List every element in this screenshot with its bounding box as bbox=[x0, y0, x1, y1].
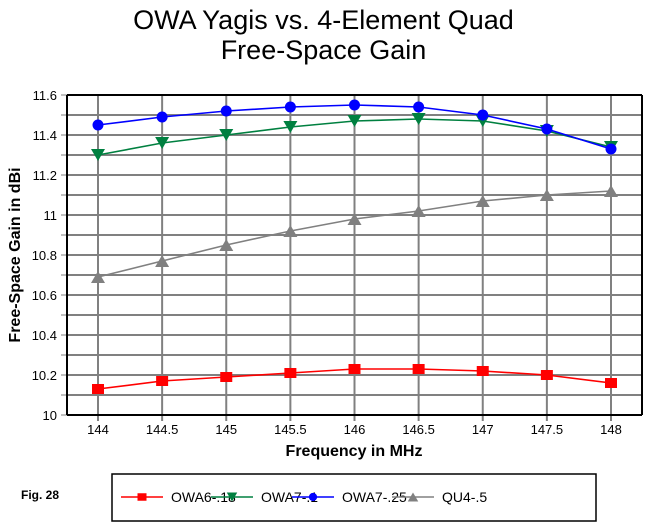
data-point bbox=[349, 99, 360, 111]
chart-subtitle: Free-Space Gain bbox=[220, 35, 427, 65]
x-tick-label: 146 bbox=[344, 422, 366, 437]
legend-entry: QU4-.5 bbox=[392, 489, 487, 505]
data-point bbox=[283, 225, 298, 237]
data-point bbox=[91, 149, 105, 161]
legend-box bbox=[111, 473, 597, 522]
x-tick-label: 145.5 bbox=[274, 422, 307, 437]
x-tick-label: 144.5 bbox=[146, 422, 179, 437]
y-tick-label: 10.6 bbox=[32, 288, 57, 303]
data-point bbox=[605, 143, 617, 155]
y-tick-label: 11.6 bbox=[33, 88, 57, 103]
legend-marker bbox=[226, 492, 238, 502]
y-tick-label: 10 bbox=[43, 408, 57, 423]
axes: 10 10.2 10.4 10.6 10.8 11 11.2 11.4 11.6 144 144.5… bbox=[32, 88, 643, 437]
data-point bbox=[156, 376, 169, 386]
y-tick-label: 11.2 bbox=[33, 168, 57, 183]
y-axis-title: Free-Space Gain in dBi bbox=[7, 167, 24, 342]
figure-label: Fig. 28 bbox=[21, 488, 60, 502]
legend-marker bbox=[308, 492, 318, 502]
y-tick-label: 10.8 bbox=[32, 248, 57, 263]
data-point bbox=[92, 384, 104, 394]
data-point bbox=[220, 372, 233, 382]
y-tick-label: 10.2 bbox=[32, 368, 57, 383]
data-point bbox=[284, 368, 297, 378]
data-point bbox=[284, 101, 296, 113]
x-tick-label: 145 bbox=[215, 422, 237, 437]
grid bbox=[67, 95, 642, 421]
data-point bbox=[604, 185, 618, 197]
legend-label: OWA7-.25 bbox=[342, 489, 407, 505]
x-tick-label: 146.5 bbox=[402, 422, 435, 437]
data-point bbox=[539, 189, 554, 201]
data-point bbox=[477, 109, 489, 121]
x-tick-label: 148 bbox=[600, 422, 622, 437]
data-point bbox=[348, 364, 361, 374]
data-point bbox=[283, 121, 298, 133]
legend-entry: OWA7-.25 bbox=[292, 489, 407, 505]
data-point bbox=[91, 271, 105, 283]
data-point bbox=[475, 195, 490, 207]
plot-series bbox=[91, 99, 618, 394]
data-point bbox=[156, 111, 168, 123]
data-point bbox=[219, 129, 234, 141]
series-owa7-25 bbox=[92, 99, 617, 155]
legend-label: OWA6-.18 bbox=[171, 489, 236, 505]
data-point bbox=[411, 113, 426, 125]
data-point bbox=[541, 123, 553, 135]
x-tick-label: 147.5 bbox=[531, 422, 564, 437]
series-qu4-5 bbox=[91, 185, 618, 283]
data-point bbox=[540, 370, 553, 380]
y-tick-label: 11 bbox=[44, 208, 58, 223]
legend-entry: OWA7-.1 bbox=[211, 489, 318, 505]
data-point bbox=[347, 115, 362, 127]
data-point bbox=[155, 137, 170, 149]
y-tick-label: 10.4 bbox=[32, 328, 57, 343]
data-point bbox=[92, 119, 104, 131]
chart-title: OWA Yagis vs. 4-Element Quad bbox=[133, 5, 514, 35]
x-tick-label: 147 bbox=[472, 422, 494, 437]
legend-label: QU4-.5 bbox=[442, 489, 487, 505]
x-axis-title: Frequency in MHz bbox=[286, 443, 423, 460]
data-point bbox=[155, 255, 170, 267]
legend-label: OWA7-.1 bbox=[261, 489, 318, 505]
data-point bbox=[605, 378, 617, 388]
legend-marker bbox=[407, 492, 419, 502]
legend: OWA6-.18 OWA7-.1 OWA7-.25 QU4-.5 bbox=[111, 473, 597, 522]
series-owa6-18 bbox=[92, 364, 617, 394]
data-point bbox=[413, 101, 425, 113]
data-point bbox=[347, 213, 362, 225]
data-point bbox=[219, 239, 234, 251]
y-tick-label: 11.4 bbox=[33, 128, 57, 143]
data-point bbox=[220, 105, 232, 117]
x-tick-label: 144 bbox=[87, 422, 109, 437]
data-point bbox=[412, 364, 425, 374]
data-point bbox=[411, 205, 426, 217]
legend-entry: OWA6-.18 bbox=[121, 489, 236, 505]
data-point bbox=[476, 366, 489, 376]
legend-marker bbox=[137, 493, 147, 501]
